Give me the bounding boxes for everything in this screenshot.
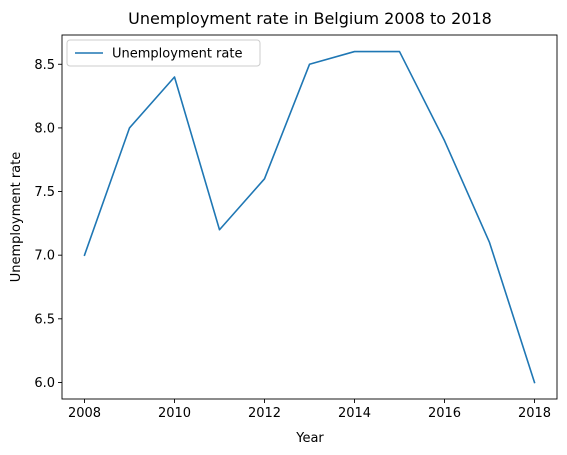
- x-tick-label: 2008: [68, 406, 101, 421]
- y-tick-label: 7.0: [34, 249, 55, 264]
- plot-area: 2008 2010 2012 2014 2016 2018 6.0 6.5 7.0 7.5 8.0 8…: [34, 34, 558, 421]
- y-tick-label: 7.5: [34, 185, 55, 200]
- chart-title: Unemployment rate in Belgium 2008 to 201…: [128, 9, 492, 28]
- x-tick-label: 2016: [428, 406, 461, 421]
- y-tick-label: 8.0: [34, 121, 55, 136]
- x-tick-label: 2010: [158, 406, 191, 421]
- x-axis-title: Year: [295, 431, 324, 446]
- series-line-unemployment-rate: [83, 50, 536, 384]
- y-axis-title: Unemployment rate: [9, 152, 24, 282]
- y-tick-label: 6.0: [34, 376, 55, 391]
- x-tick-label: 2018: [518, 406, 551, 421]
- legend-box: [66, 39, 261, 67]
- y-tick-label: 8.5: [34, 58, 55, 73]
- x-tick-label: 2014: [338, 406, 371, 421]
- x-tick-label: 2012: [248, 406, 281, 421]
- y-tick-label: 6.5: [34, 312, 55, 327]
- legend-label: Unemployment rate: [112, 47, 242, 62]
- axes-frame: [61, 34, 558, 400]
- legend: Unemployment rate: [66, 39, 261, 67]
